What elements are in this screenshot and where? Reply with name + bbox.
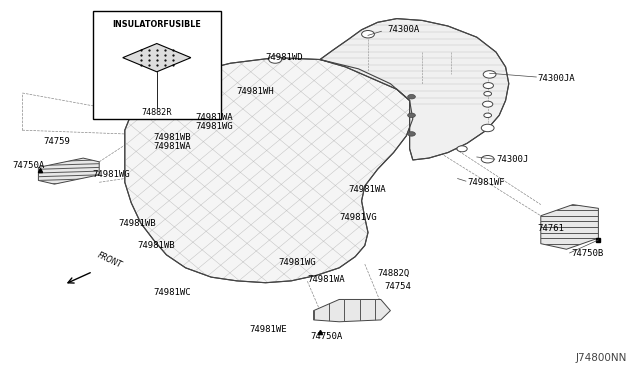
- Bar: [93, 11, 221, 119]
- Circle shape: [483, 101, 493, 107]
- Text: 74300J: 74300J: [496, 155, 528, 164]
- Text: 74981WE: 74981WE: [250, 325, 287, 334]
- Text: 74750B: 74750B: [572, 249, 604, 258]
- Text: INSULATORFUSIBLE: INSULATORFUSIBLE: [113, 20, 201, 29]
- Text: FRONT: FRONT: [96, 251, 124, 270]
- Circle shape: [408, 94, 415, 99]
- Text: 74981WC: 74981WC: [154, 288, 191, 296]
- Polygon shape: [320, 19, 509, 160]
- Text: 74981WB: 74981WB: [154, 133, 191, 142]
- Text: 74300JA: 74300JA: [538, 74, 575, 83]
- Circle shape: [408, 132, 415, 136]
- Text: 74981WG: 74981WG: [93, 170, 131, 179]
- Circle shape: [484, 92, 492, 96]
- Text: 74981WF: 74981WF: [467, 178, 505, 187]
- Polygon shape: [314, 299, 390, 322]
- Polygon shape: [123, 44, 191, 72]
- Circle shape: [457, 146, 467, 152]
- Circle shape: [483, 83, 493, 89]
- Polygon shape: [38, 158, 99, 184]
- Text: 74981WB: 74981WB: [118, 219, 156, 228]
- Text: 74981WA: 74981WA: [195, 113, 233, 122]
- Circle shape: [483, 71, 496, 78]
- Text: 74981WA: 74981WA: [154, 142, 191, 151]
- Text: 74750A: 74750A: [13, 161, 45, 170]
- Text: 74981WD: 74981WD: [266, 53, 303, 62]
- Text: 74981WA: 74981WA: [349, 185, 387, 194]
- Circle shape: [484, 113, 492, 118]
- Text: 74882R: 74882R: [141, 108, 172, 117]
- Text: 74750A: 74750A: [310, 332, 342, 341]
- Text: J74800NN: J74800NN: [576, 353, 627, 363]
- Text: 74759: 74759: [44, 137, 70, 146]
- Text: 74981WB: 74981WB: [138, 241, 175, 250]
- Text: 74981VG: 74981VG: [339, 213, 377, 222]
- Text: 74981WH: 74981WH: [237, 87, 275, 96]
- Circle shape: [481, 155, 494, 163]
- Text: 74981WG: 74981WG: [278, 258, 316, 267]
- Text: 74882Q: 74882Q: [378, 269, 410, 278]
- Circle shape: [362, 31, 374, 38]
- Text: 74761: 74761: [538, 224, 564, 233]
- Text: 74981WG: 74981WG: [195, 122, 233, 131]
- Circle shape: [481, 124, 494, 132]
- Polygon shape: [125, 58, 413, 283]
- Text: 74754: 74754: [384, 282, 411, 291]
- Polygon shape: [541, 205, 598, 249]
- Circle shape: [408, 113, 415, 118]
- Text: 74300A: 74300A: [388, 25, 420, 34]
- Circle shape: [269, 56, 282, 63]
- Text: 74981WA: 74981WA: [307, 275, 345, 283]
